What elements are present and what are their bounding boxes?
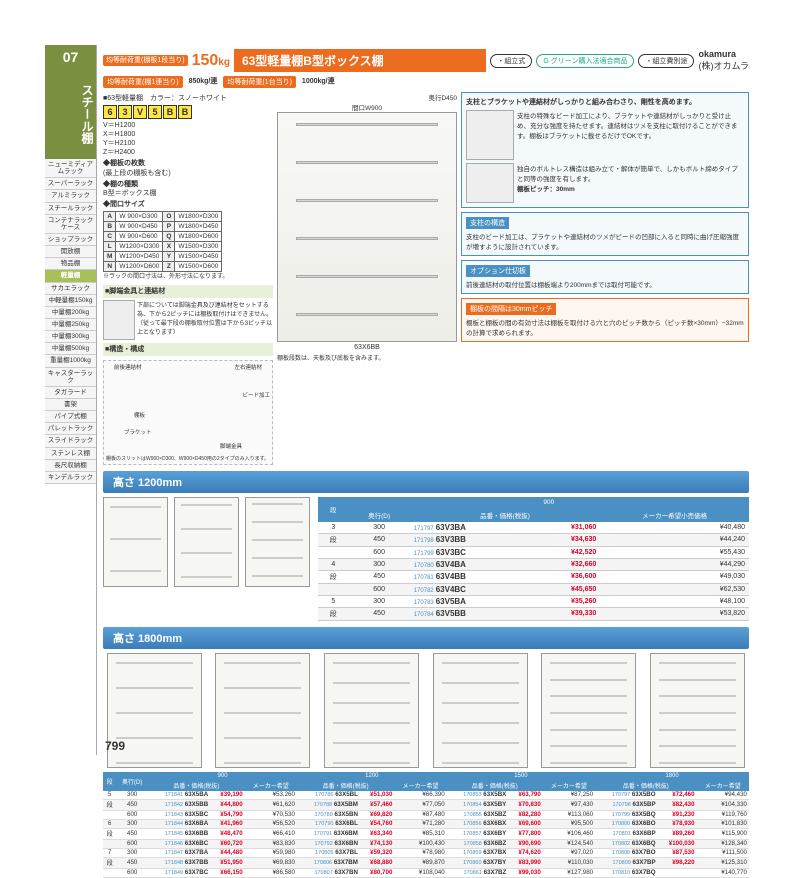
- nav-item[interactable]: スチールラック: [45, 203, 96, 215]
- product-title: 63型軽量棚B型ボックス棚: [234, 49, 486, 72]
- pill-assembly: ・組立式: [490, 54, 532, 68]
- info-box-2: 支柱の構造 支柱のビード加工は、ブラケットや連結材のツメがビードの凹部に入ると同…: [461, 212, 749, 256]
- pill-green: G グリーン購入法適合商品: [536, 54, 634, 68]
- pill-fee: ・組立費別途: [638, 54, 694, 68]
- mini-shelf-1: [103, 497, 168, 587]
- code-box: V: [133, 105, 147, 119]
- main-shelf-illust: [277, 112, 457, 342]
- sidebar: 07 スチール棚 ニューミディアムラックスーパーラックアルミラックスチールラック…: [45, 45, 97, 755]
- nav-item[interactable]: 開放棚: [45, 246, 96, 258]
- nav-item[interactable]: 中量棚500kg: [45, 343, 96, 355]
- sub-load-row: 均等耐荷重(棚1連当り)850kg/連 均等耐荷重(1台当り)1000kg/連: [103, 76, 749, 88]
- code-box: B: [178, 105, 192, 119]
- nav-item[interactable]: ニューミディアムラック: [45, 159, 96, 178]
- nav-item[interactable]: アルミラック: [45, 190, 96, 202]
- mini-shelf-2: [174, 497, 239, 587]
- tall-shelf-2: [215, 653, 310, 768]
- load-badge: 均等耐荷重(棚板1段当り): [103, 55, 188, 66]
- section-1200: 高さ 1200mm: [103, 471, 749, 493]
- code-box: 5: [148, 105, 162, 119]
- load-value: 150kg: [192, 52, 230, 70]
- bracket-illust: [466, 110, 514, 160]
- info-box-1: 支柱とブラケットや連結材がしっかりと組み合わさり、剛性を高めます。 支柱の特殊な…: [461, 92, 749, 208]
- nav-item[interactable]: ショップラック: [45, 234, 96, 246]
- height-codes: V＝H1200X＝H1800Y＝H2100Z＝H2400: [103, 121, 273, 157]
- nav-item[interactable]: スライドラック: [45, 435, 96, 447]
- nav-item[interactable]: 物品棚: [45, 258, 96, 270]
- spec-column: ■63型軽量棚 カラー：スノーホワイト 63V5BB V＝H1200X＝H180…: [103, 92, 273, 465]
- nav-item[interactable]: スーパーラック: [45, 178, 96, 190]
- price-table-1200: 段900奥行(D)品番・価格(税抜)メーカー希望小売価格3300171797 6…: [318, 497, 749, 621]
- nav-item[interactable]: 中軽量棚150kg: [45, 295, 96, 307]
- brand: okamura(株)オカムラ: [698, 49, 749, 72]
- h1200-block: 段900奥行(D)品番・価格(税抜)メーカー希望小売価格3300171797 6…: [103, 497, 749, 621]
- nav-item[interactable]: 中量棚200kg: [45, 307, 96, 319]
- upper-block: ■63型軽量棚 カラー：スノーホワイト 63V5BB V＝H1200X＝H180…: [103, 92, 749, 465]
- mini-shelf-3: [245, 497, 310, 587]
- h1800-illust-row: [103, 653, 749, 768]
- tall-shelf-5: [541, 653, 636, 768]
- page-header: 均等耐荷重(棚板1段当り) 150kg 63型軽量棚B型ボックス棚 ・組立式 G…: [103, 49, 749, 72]
- nav-item[interactable]: タガラード: [45, 387, 96, 399]
- nav-item[interactable]: 書架: [45, 399, 96, 411]
- section-title: スチール棚: [45, 69, 96, 159]
- boltless-illust: [466, 163, 514, 203]
- price-table-1800: 段奥行(D)900120015001800品番・価格(税抜)メーカー希望品番・価…: [103, 772, 749, 878]
- nav-item[interactable]: サカエラック: [45, 283, 96, 295]
- catalog-page: 07 スチール棚 ニューミディアムラックスーパーラックアルミラックスチールラック…: [45, 45, 755, 755]
- code-box: 3: [118, 105, 132, 119]
- main-illustration-col: 奥行D450 間口W900 63X6BB 棚板段数は、天板及び底板を含みます。: [277, 92, 457, 465]
- nav-item[interactable]: 中量棚300kg: [45, 331, 96, 343]
- nav-item[interactable]: 中量棚250kg: [45, 319, 96, 331]
- nav-item[interactable]: 重量棚1000kg: [45, 355, 96, 367]
- nav-item[interactable]: 長尺収納棚: [45, 460, 96, 472]
- section-number: 07: [45, 45, 96, 69]
- nav-item[interactable]: キャスターラック: [45, 368, 96, 387]
- code-box: 6: [103, 105, 117, 119]
- tall-shelf-4: [433, 653, 528, 768]
- main-content: 均等耐荷重(棚板1段当り) 150kg 63型軽量棚B型ボックス棚 ・組立式 G…: [97, 45, 755, 755]
- joint-illust: [103, 300, 135, 340]
- info-box-4: 棚板の間隔は30mmピッチ 棚板と棚板の間の有効寸法は棚板を取付ける穴と穴のピッ…: [461, 298, 749, 342]
- tall-shelf-3: [324, 653, 419, 768]
- nav-item[interactable]: パレットラック: [45, 423, 96, 435]
- section-1800: 高さ 1800mm: [103, 627, 749, 649]
- code-box: B: [163, 105, 177, 119]
- info-column: 支柱とブラケットや連結材がしっかりと組み合わさり、剛性を高めます。 支柱の特殊な…: [461, 92, 749, 465]
- tall-shelf-6: [650, 653, 745, 768]
- structure-diagram: 前後連結材 左右連結材 ビード加工 棚板 ブラケット 脚端金具 棚板のスリットは…: [103, 360, 273, 465]
- nav-item[interactable]: ステンレス棚: [45, 448, 96, 460]
- nav-item[interactable]: 軽量棚: [45, 270, 96, 282]
- spec-heading: ■63型軽量棚 カラー：スノーホワイト: [103, 94, 273, 103]
- dimension-table: AW 900×D300OW1800×D300BW 900×D450PW1800×…: [103, 211, 222, 272]
- info-box-3: オプション仕切板 前後連結材の取付位置は棚板端より200mmまでは取付可能です。: [461, 260, 749, 294]
- page-number: 799: [105, 739, 125, 753]
- nav-item[interactable]: パイプ式棚: [45, 411, 96, 423]
- nav-item[interactable]: コンテナラックケース: [45, 215, 96, 234]
- code-boxes: 63V5BB: [103, 105, 273, 119]
- nav-item[interactable]: キンデルラック: [45, 472, 96, 484]
